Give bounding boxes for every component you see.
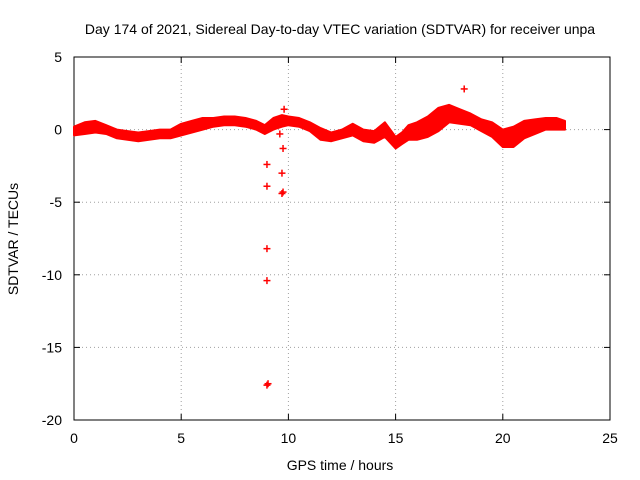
data-point [279,144,287,152]
data-point [263,245,271,253]
data-point [263,182,271,190]
y-tick-label: 5 [54,49,62,65]
chart-title: Day 174 of 2021, Sidereal Day-to-day VTE… [85,21,595,37]
y-tick-label: -5 [50,194,63,210]
axis-ticks: 0 5 10 15 20 25 5 0 -5 -10 -15 -20 [42,49,618,446]
y-tick-label: -20 [42,412,62,428]
x-tick-label: 0 [70,430,78,446]
data-point [280,105,288,113]
y-tick-label: -10 [42,267,62,283]
y-tick-label: 0 [54,122,62,138]
x-tick-label: 20 [495,430,511,446]
data-point [278,169,286,177]
x-axis-label: GPS time / hours [287,457,394,473]
data-point [276,130,284,138]
x-tick-label: 25 [602,430,618,446]
x-tick-label: 15 [388,430,404,446]
data-point [263,277,271,285]
data-point [264,380,272,388]
data-point [263,381,271,389]
y-tick-label: -15 [42,339,62,355]
data-point [279,188,287,196]
y-axis-label: SDTVAR / TECUs [5,183,21,295]
data-point [278,189,286,197]
x-tick-label: 5 [177,430,185,446]
plot-frame [73,56,611,421]
data-band [73,103,566,150]
data-point [460,85,468,93]
grid-lines [74,57,610,420]
plot-frame-group [73,56,611,421]
x-tick-label: 10 [281,430,297,446]
data-point [263,160,271,168]
data-series [73,85,566,389]
